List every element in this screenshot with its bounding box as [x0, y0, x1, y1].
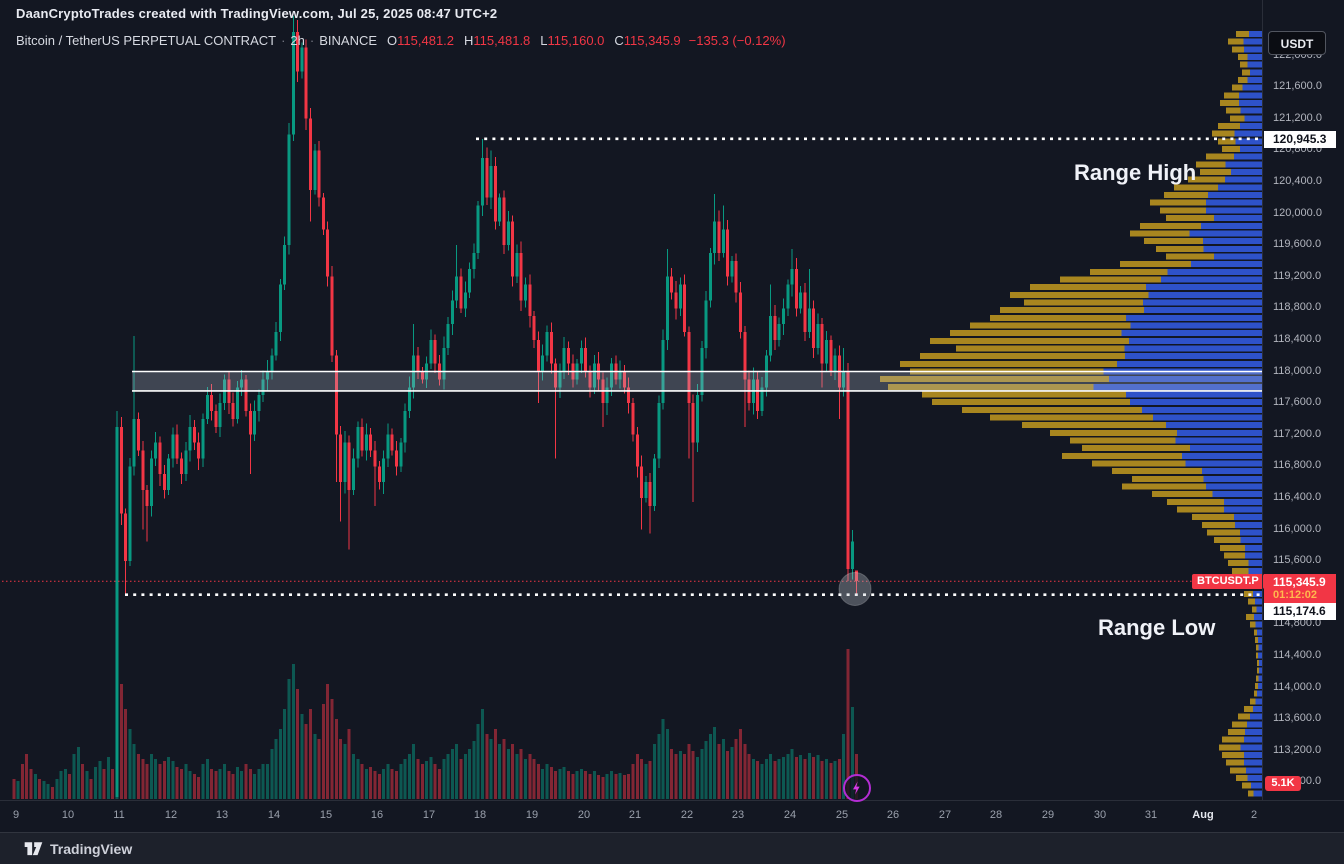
symbol-name[interactable]: Bitcoin / TetherUS PERPETUAL CONTRACT [16, 33, 277, 48]
bar-countdown: 01:12:02 [1273, 589, 1318, 601]
time-tick-label: 22 [680, 809, 694, 821]
price-tick-label: 117,600.0 [1273, 396, 1322, 408]
time-tick-label: 25 [835, 809, 849, 821]
time-tick-label: 14 [267, 809, 281, 821]
price-tick-label: 119,200.0 [1273, 270, 1322, 282]
range-zone[interactable] [132, 371, 1262, 391]
volume-axis-label: 5.1K [1265, 776, 1301, 791]
low-value: 115,160.0 [547, 33, 605, 48]
price-tick-label: 121,200.0 [1273, 112, 1322, 124]
open-value: 115,481.2 [397, 33, 455, 48]
time-axis[interactable]: 9 10 11 12 13 14 15 16 17 18 19 20 21 22 23 24 25 26 27 28 2… [0, 800, 1344, 833]
price-tick-label: 114,800.0 [1273, 617, 1322, 629]
price-tick-label: 114,000.0 [1273, 681, 1322, 693]
price-tick-label: 120,400.0 [1273, 175, 1322, 187]
price-tick-label: 116,800.0 [1273, 459, 1322, 471]
close-value: 115,345.9 [623, 33, 681, 48]
low-key: L [540, 33, 548, 48]
time-tick-label: 15 [319, 809, 333, 821]
exchange-label: BINANCE [319, 33, 378, 48]
price-line-symbol-chip: BTCUSDT.P [1192, 574, 1264, 589]
price-tick-label: 116,400.0 [1273, 491, 1322, 503]
time-tick-label: 19 [525, 809, 539, 821]
attribution-text: DaanCryptoTrades created with TradingVie… [16, 6, 498, 21]
time-tick-label: 13 [215, 809, 229, 821]
time-tick-label: 18 [473, 809, 487, 821]
interval-label[interactable]: 2h [290, 33, 305, 48]
time-tick-label: 28 [989, 809, 1003, 821]
lightning-bolt-icon [853, 781, 860, 795]
range-low-price-label: 115,174.6 [1264, 603, 1336, 620]
quick-trade-button[interactable] [843, 774, 871, 802]
high-value: 115,481.8 [473, 33, 531, 48]
price-tick-label: 115,600.0 [1273, 554, 1322, 566]
time-tick-label: 9 [12, 809, 20, 821]
high-key: H [464, 33, 474, 48]
range-low-annotation: Range Low [1098, 615, 1216, 640]
candles [115, 16, 859, 797]
footer-bar: TradingView [0, 832, 1344, 864]
change-value: −135.3 (−0.12%) [688, 33, 786, 48]
price-tick-label: 116,000.0 [1273, 523, 1322, 535]
price-tick-label: 121,600.0 [1273, 80, 1322, 92]
last-price-label: 115,345.9 01:12:02 [1264, 574, 1336, 603]
price-tick-label: 117,200.0 [1273, 428, 1322, 440]
drawings [2, 137, 1262, 606]
price-tick-label: 114,400.0 [1273, 649, 1322, 661]
time-tick-label: 20 [577, 809, 591, 821]
time-tick-label: 24 [783, 809, 797, 821]
time-tick-label: 31 [1144, 809, 1158, 821]
close-key: C [614, 33, 624, 48]
price-tick-label: 113,200.0 [1273, 744, 1322, 756]
low-highlight-circle[interactable] [838, 572, 872, 606]
price-tick-label: 118,400.0 [1273, 333, 1322, 345]
time-tick-label: 27 [938, 809, 952, 821]
tradingview-brand-link[interactable]: TradingView [50, 841, 133, 857]
time-tick-label: 2 [1250, 809, 1258, 821]
time-tick-label: 26 [886, 809, 900, 821]
price-tick-label: 118,000.0 [1273, 365, 1322, 377]
separator-dot: · [309, 33, 315, 48]
symbol-info-bar[interactable]: Bitcoin / TetherUS PERPETUAL CONTRACT · 2h… [16, 33, 786, 48]
time-tick-label: 11 [113, 809, 125, 821]
volume-profile [880, 31, 1263, 797]
currency-toggle-button[interactable]: USDT [1268, 31, 1326, 55]
price-axis[interactable]: 122,000.0121,600.0121,200.0120,800.0120,… [1262, 0, 1344, 800]
separator-dot: · [281, 33, 286, 48]
price-tick-label: 120,000.0 [1273, 207, 1322, 219]
range-high-annotation: Range High [1074, 160, 1197, 185]
tradingview-logo-icon[interactable] [24, 841, 43, 857]
time-tick-label: 29 [1041, 809, 1055, 821]
time-tick-label: 21 [628, 809, 642, 821]
time-tick-label: 17 [422, 809, 436, 821]
price-tick-label: 119,600.0 [1273, 238, 1322, 250]
time-tick-label: 30 [1093, 809, 1107, 821]
price-tick-label: 113,600.0 [1273, 712, 1322, 724]
time-tick-label: 12 [164, 809, 178, 821]
price-tick-label: 118,800.0 [1273, 301, 1322, 313]
range-high-price-label: 120,945.3 [1264, 131, 1336, 148]
time-tick-label: 23 [731, 809, 745, 821]
time-tick-label: 16 [370, 809, 384, 821]
last-price-value: 115,345.9 [1273, 575, 1326, 589]
time-tick-label: Aug [1192, 809, 1214, 821]
time-tick-label: 10 [61, 809, 75, 821]
open-key: O [387, 33, 398, 48]
volume-bars [12, 639, 859, 799]
